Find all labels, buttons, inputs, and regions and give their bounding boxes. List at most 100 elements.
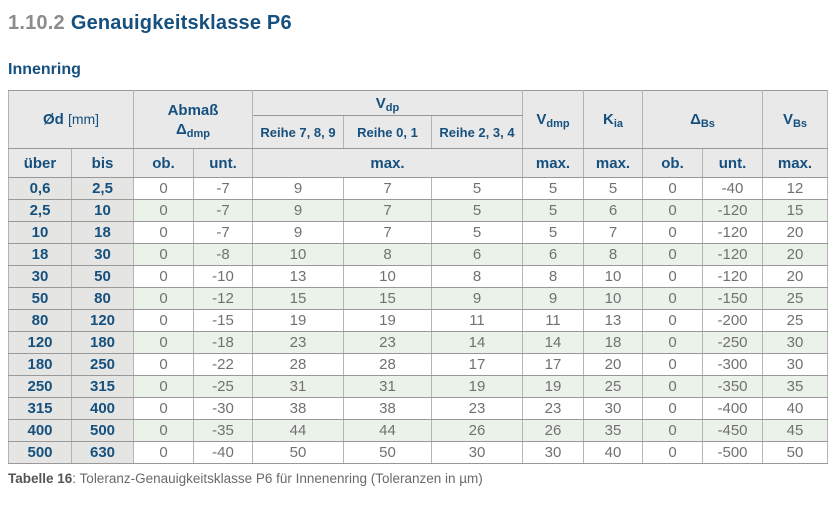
value-cell: 7 bbox=[583, 221, 643, 244]
value-cell: 5 bbox=[522, 221, 584, 244]
value-cell: 7 bbox=[343, 221, 432, 244]
value-cell: -7 bbox=[193, 177, 253, 200]
value-cell: 0 bbox=[642, 309, 703, 332]
table-caption-label: Tabelle 16 bbox=[8, 471, 73, 486]
value-cell: 9 bbox=[431, 287, 523, 310]
page-title: 1.10.2 Genauigkeitsklasse P6 bbox=[8, 11, 827, 35]
header-diameter: Ød [mm] bbox=[8, 90, 134, 149]
value-cell: -30 bbox=[193, 397, 253, 420]
value-cell: 30 bbox=[431, 441, 523, 464]
value-cell: 14 bbox=[522, 331, 584, 354]
value-cell: -450 bbox=[702, 419, 763, 442]
value-cell: 12 bbox=[762, 177, 828, 200]
value-cell: 5 bbox=[431, 177, 523, 200]
value-cell: 20 bbox=[583, 353, 643, 376]
value-cell: 0 bbox=[133, 287, 194, 310]
header-reihe-row: Reihe 7, 8, 9 Reihe 0, 1 Reihe 2, 3, 4 bbox=[9, 115, 828, 149]
value-cell: 9 bbox=[252, 177, 344, 200]
value-cell: 0 bbox=[133, 441, 194, 464]
page-title-text: Genauigkeitsklasse P6 bbox=[70, 12, 292, 34]
value-cell: 0 bbox=[642, 353, 703, 376]
header-diameter-symbol: Ød bbox=[42, 111, 64, 128]
value-cell: 19 bbox=[522, 375, 584, 398]
value-cell: 0 bbox=[133, 397, 194, 420]
header-vbs: VBs bbox=[762, 90, 828, 149]
value-cell: 5 bbox=[431, 221, 523, 244]
subheader-bis: bis bbox=[71, 148, 134, 178]
value-cell: 40 bbox=[583, 441, 643, 464]
header-vdmp: Vdmp bbox=[522, 90, 584, 149]
subheader-max-vdmp: max. bbox=[522, 148, 584, 178]
value-cell: 31 bbox=[252, 375, 344, 398]
range-cell: 80 bbox=[8, 309, 72, 332]
value-cell: -350 bbox=[702, 375, 763, 398]
range-cell: 120 bbox=[71, 309, 134, 332]
value-cell: 9 bbox=[522, 287, 584, 310]
range-cell: 630 bbox=[71, 441, 134, 464]
value-cell: 30 bbox=[762, 353, 828, 376]
value-cell: 18 bbox=[583, 331, 643, 354]
value-cell: 0 bbox=[642, 177, 703, 200]
value-cell: 19 bbox=[431, 375, 523, 398]
value-cell: -400 bbox=[702, 397, 763, 420]
value-cell: 0 bbox=[133, 353, 194, 376]
value-cell: 19 bbox=[343, 309, 432, 332]
value-cell: 26 bbox=[431, 419, 523, 442]
range-cell: 2,5 bbox=[71, 177, 134, 200]
header-vdp: Vdp bbox=[252, 90, 523, 116]
table-body: 0,6 2,5 0 -7 9 7 5 5 5 0 -40 12 2,5 10 0 -7 9 7 5 5 6 0 -120 15… bbox=[8, 177, 828, 464]
value-cell: 10 bbox=[583, 287, 643, 310]
range-cell: 18 bbox=[71, 221, 134, 244]
range-cell: 315 bbox=[8, 397, 72, 420]
value-cell: 5 bbox=[522, 177, 584, 200]
value-cell: -35 bbox=[193, 419, 253, 442]
range-cell: 10 bbox=[8, 221, 72, 244]
table-caption: Tabelle 16: Toleranz-Genauigkeitsklasse … bbox=[8, 471, 827, 486]
value-cell: 13 bbox=[583, 309, 643, 332]
value-cell: 20 bbox=[762, 221, 828, 244]
value-cell: 0 bbox=[133, 199, 194, 222]
value-cell: 10 bbox=[343, 265, 432, 288]
value-cell: 23 bbox=[252, 331, 344, 354]
value-cell: 38 bbox=[343, 397, 432, 420]
value-cell: 15 bbox=[762, 199, 828, 222]
table-row: 0,6 2,5 0 -7 9 7 5 5 5 0 -40 12 bbox=[8, 177, 828, 200]
range-cell: 500 bbox=[8, 441, 72, 464]
table-row: 50 80 0 -12 15 15 9 9 10 0 -150 25 bbox=[8, 287, 828, 310]
subheader-ob-2: ob. bbox=[642, 148, 703, 178]
value-cell: -500 bbox=[702, 441, 763, 464]
value-cell: 6 bbox=[431, 243, 523, 266]
range-cell: 250 bbox=[71, 353, 134, 376]
range-cell: 120 bbox=[8, 331, 72, 354]
value-cell: -200 bbox=[702, 309, 763, 332]
value-cell: 30 bbox=[762, 331, 828, 354]
value-cell: -22 bbox=[193, 353, 253, 376]
value-cell: 23 bbox=[343, 331, 432, 354]
value-cell: 35 bbox=[583, 419, 643, 442]
value-cell: 23 bbox=[431, 397, 523, 420]
value-cell: 10 bbox=[252, 243, 344, 266]
tolerance-table: Ød [mm] Abmaß Δdmp Vdp Vdmp Kia ΔBs bbox=[8, 90, 828, 464]
header-delta-bs: ΔBs bbox=[642, 90, 763, 149]
value-cell: -150 bbox=[702, 287, 763, 310]
range-cell: 18 bbox=[8, 243, 72, 266]
value-cell: 7 bbox=[343, 199, 432, 222]
value-cell: 6 bbox=[583, 199, 643, 222]
header-abmass-line2: Δdmp bbox=[175, 120, 210, 140]
value-cell: 8 bbox=[583, 243, 643, 266]
value-cell: 0 bbox=[642, 221, 703, 244]
value-cell: 23 bbox=[522, 397, 584, 420]
subheader-ob-1: ob. bbox=[133, 148, 194, 178]
table-row: 80 120 0 -15 19 19 11 11 13 0 -200 25 bbox=[8, 309, 828, 332]
value-cell: 11 bbox=[431, 309, 523, 332]
table-caption-text: : Toleranz-Genauigkeitsklasse P6 für Inn… bbox=[72, 471, 483, 486]
range-cell: 50 bbox=[71, 265, 134, 288]
subheader-max-vdp: max. bbox=[252, 148, 523, 178]
page-title-number: 1.10.2 bbox=[8, 12, 65, 34]
range-cell: 30 bbox=[71, 243, 134, 266]
value-cell: 0 bbox=[642, 397, 703, 420]
range-cell: 400 bbox=[8, 419, 72, 442]
range-cell: 180 bbox=[8, 353, 72, 376]
value-cell: 9 bbox=[252, 221, 344, 244]
table-row: 10 18 0 -7 9 7 5 5 7 0 -120 20 bbox=[8, 221, 828, 244]
